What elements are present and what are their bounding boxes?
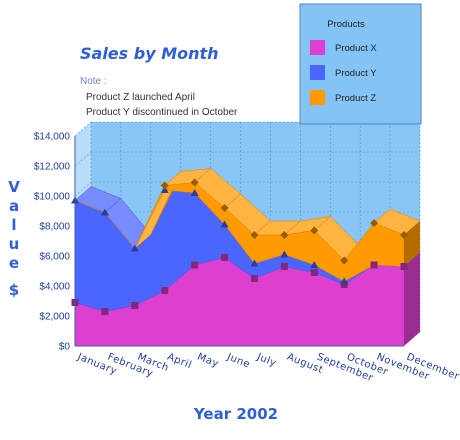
y-tick-label: $4,000 — [39, 282, 70, 293]
y-axis-title-char: $ — [9, 281, 19, 299]
area-end-cap — [404, 221, 420, 267]
data-point-marker — [370, 219, 379, 227]
data-point-marker — [160, 181, 169, 190]
y-tick-label: $8,000 — [39, 222, 70, 233]
y-tick-label: $6,000 — [39, 252, 70, 263]
data-point-marker — [400, 231, 408, 239]
data-point-marker — [100, 208, 109, 216]
data-point-marker — [310, 269, 318, 276]
data-point-marker — [280, 250, 289, 258]
data-point-marker — [340, 277, 349, 285]
grid-line-side — [74, 151, 92, 167]
note-line-2: Product Y discontinued in October — [86, 107, 238, 118]
legend-label-product-x: Product X — [335, 43, 377, 54]
data-point-marker — [191, 261, 199, 269]
x-tick-label: May — [196, 352, 221, 371]
legend-swatch-product-x — [310, 40, 325, 55]
data-markers — [71, 178, 408, 315]
y-tick-label: $0 — [59, 342, 71, 353]
data-point-marker — [340, 256, 349, 265]
data-point-marker — [131, 302, 139, 309]
data-point-marker — [250, 231, 259, 239]
area-product-z — [74, 168, 421, 282]
y-axis-title-char: V — [8, 178, 20, 196]
note-line-1: Product Z launched April — [86, 92, 195, 103]
legend-label-product-z: Product Z — [335, 93, 376, 104]
y-axis-title-char: u — [9, 235, 20, 253]
data-point-marker — [161, 287, 169, 294]
chart-title: Sales by Month — [80, 44, 219, 63]
x-axis-title: Year 2002 — [193, 405, 278, 423]
y-axis-title-char: l — [11, 216, 16, 234]
data-point-marker — [310, 226, 319, 235]
x-tick-label: April — [166, 352, 194, 372]
data-point-marker — [310, 261, 319, 268]
legend-title: Products — [327, 19, 365, 30]
data-point-marker — [250, 259, 259, 267]
data-point-marker — [130, 244, 139, 252]
x-tick-label: July — [254, 351, 278, 369]
data-point-marker — [280, 263, 288, 270]
data-point-marker — [190, 178, 199, 187]
grid-line-side — [74, 121, 92, 137]
y-axis-title-char: e — [9, 254, 19, 272]
data-point-marker — [280, 231, 289, 239]
data-point-marker — [400, 263, 408, 270]
legend: Products Product X Product Y Product Z — [299, 3, 422, 125]
data-point-marker — [221, 254, 229, 261]
data-point-marker — [370, 261, 378, 269]
data-point-marker — [190, 189, 199, 196]
data-point-marker — [220, 220, 229, 228]
y-tick-label: $14,000 — [34, 132, 71, 143]
legend-label-product-y: Product Y — [335, 68, 377, 79]
note-heading: Note : — [80, 76, 107, 87]
y-tick-label: $2,000 — [39, 312, 70, 323]
data-point-marker — [220, 204, 229, 212]
data-point-marker — [250, 275, 258, 282]
y-axis-title-char: a — [9, 197, 19, 215]
area-end-cap — [404, 252, 420, 346]
legend-swatch-product-z — [310, 90, 325, 105]
y-tick-label: $10,000 — [34, 192, 71, 203]
y-tick-label: $12,000 — [34, 162, 71, 173]
grid-line-side — [74, 181, 92, 197]
data-point-marker — [101, 308, 109, 315]
legend-swatch-product-y — [310, 65, 325, 80]
x-tick-label: June — [224, 351, 251, 370]
